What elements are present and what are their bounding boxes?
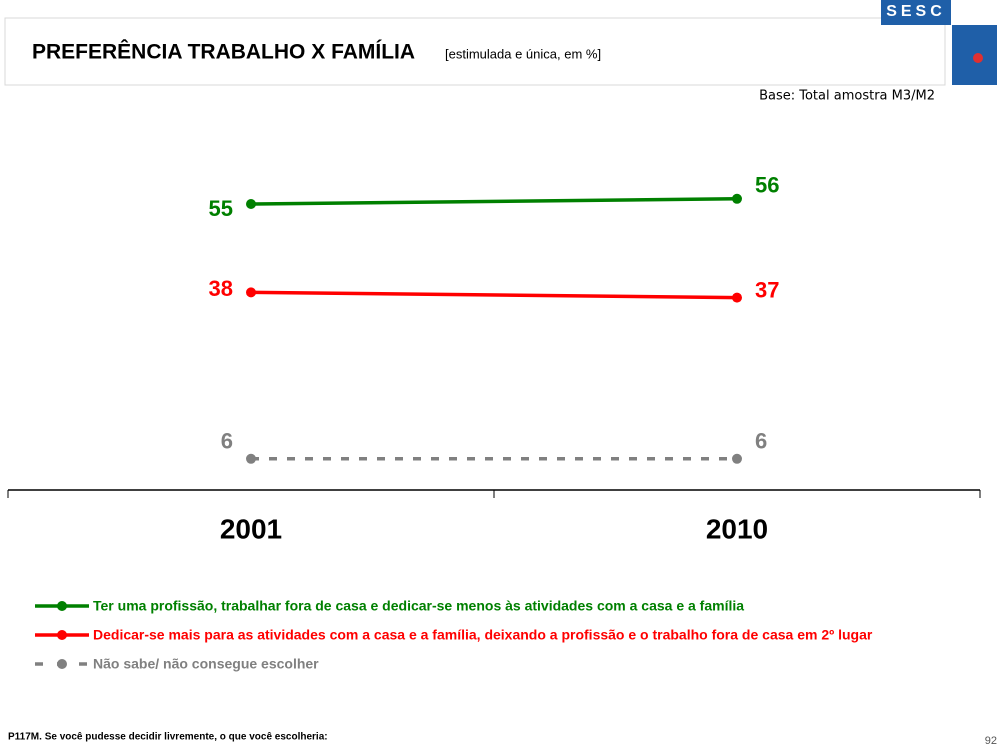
data-point bbox=[246, 199, 256, 209]
logo-box bbox=[881, 0, 951, 25]
series-line bbox=[250, 197, 738, 206]
page-number: 92 bbox=[985, 735, 997, 747]
x-tick-label: 2001 bbox=[220, 513, 282, 544]
data-point bbox=[732, 292, 742, 303]
legend-label: Não sabe/ não consegue escolher bbox=[93, 656, 319, 672]
data-label: 37 bbox=[755, 277, 779, 302]
data-point bbox=[246, 287, 256, 298]
question: P117M. Se você pudesse decidir livrement… bbox=[8, 732, 328, 743]
data-label: 38 bbox=[209, 276, 233, 301]
legend-marker bbox=[57, 659, 67, 669]
legend-label: Ter uma profissão, trabalhar fora de cas… bbox=[93, 598, 744, 614]
data-point bbox=[732, 453, 742, 464]
series-line bbox=[250, 290, 738, 300]
legend-marker bbox=[57, 630, 67, 640]
base-note: Base: Total amostra M3/M2 bbox=[759, 89, 935, 104]
plot bbox=[7, 489, 981, 498]
data-label: 6 bbox=[221, 429, 233, 454]
title-box bbox=[4, 17, 946, 86]
x-tick-label: 2010 bbox=[706, 513, 768, 544]
data-label: 56 bbox=[755, 173, 779, 198]
data-label: 6 bbox=[755, 429, 767, 454]
logo-icon bbox=[973, 53, 983, 63]
title: PREFERÊNCIA TRABALHO X FAMÍLIA bbox=[32, 40, 415, 64]
logo: SESC bbox=[886, 3, 946, 20]
data-point bbox=[732, 193, 742, 204]
legend-label: Dedicar-se mais para as atividades com a… bbox=[93, 627, 873, 643]
subtitle: [estimulada e única, em %] bbox=[445, 46, 601, 61]
data-label: 55 bbox=[209, 196, 233, 221]
legend-marker bbox=[57, 601, 67, 611]
data-point bbox=[246, 453, 256, 464]
